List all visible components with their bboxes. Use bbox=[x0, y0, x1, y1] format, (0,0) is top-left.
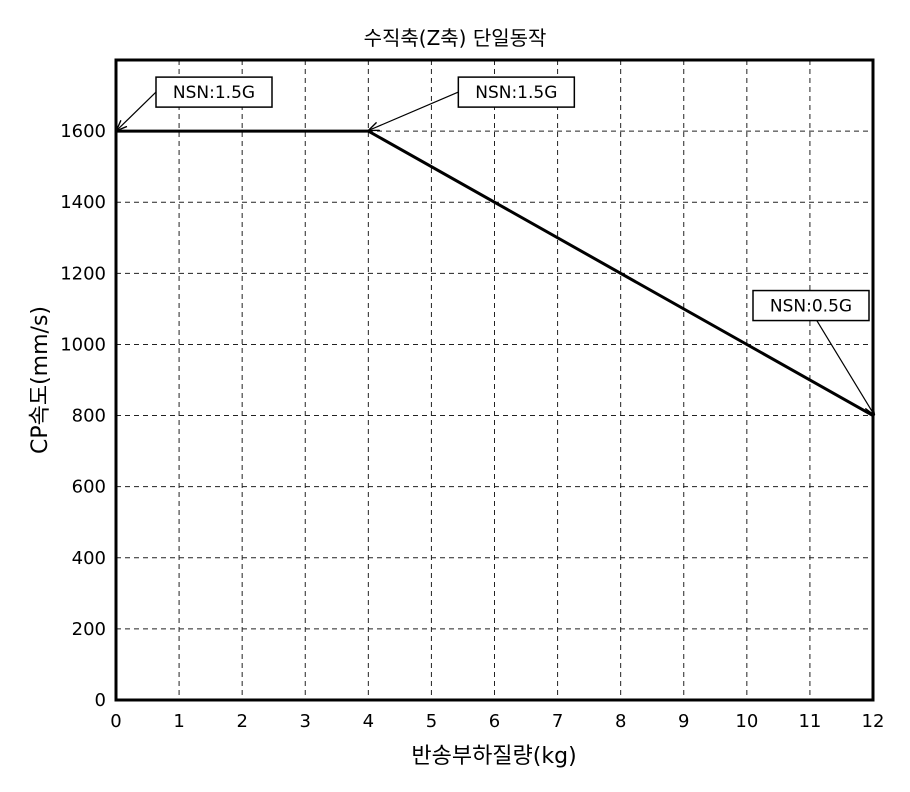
annotation-box bbox=[752, 289, 870, 322]
chart-title: 수직축(Z축) 단일동작 bbox=[363, 26, 547, 50]
y-tick-label: 0 bbox=[95, 690, 106, 711]
y-tick-label: 1600 bbox=[60, 121, 106, 142]
y-tick-label: 800 bbox=[72, 406, 106, 427]
x-tick-label: 12 bbox=[862, 711, 885, 732]
plot-frame bbox=[114, 58, 875, 702]
annotation-box bbox=[155, 76, 273, 108]
y-tick-label: 400 bbox=[72, 548, 106, 569]
tick-labels: 0 1 2 3 4 5 6 7 8 9 10 11 12020040060080010001200140… bbox=[60, 121, 884, 732]
x-tick-label: 10 bbox=[735, 711, 758, 732]
x-tick-label: 4 bbox=[363, 711, 374, 732]
y-tick-label: 600 bbox=[72, 477, 106, 498]
x-tick-label: 3 bbox=[300, 711, 311, 732]
y-tick-label: 1000 bbox=[60, 334, 106, 355]
x-axis-label: 반송부하질량(kg) bbox=[411, 744, 577, 769]
annotation-arrow bbox=[816, 320, 874, 415]
x-tick-label: 7 bbox=[552, 711, 563, 732]
annotation-arrow bbox=[369, 91, 459, 130]
annotation-box bbox=[457, 76, 576, 108]
x-tick-label: 8 bbox=[615, 711, 626, 732]
annotation-layer: NSN:1.5G NSN:1.5G NSN:0.5G bbox=[117, 76, 874, 415]
x-tick-label: 9 bbox=[678, 711, 689, 732]
y-tick-label: 200 bbox=[72, 619, 106, 640]
y-tick-label: 1400 bbox=[60, 192, 106, 213]
annotation-arrow bbox=[117, 91, 157, 130]
x-tick-label: 1 bbox=[173, 711, 184, 732]
grid bbox=[116, 60, 873, 700]
x-tick-label: 6 bbox=[489, 711, 500, 732]
x-tick-label: 11 bbox=[798, 711, 821, 732]
x-tick-label: 5 bbox=[426, 711, 437, 732]
annotation-label: NSN:1.5G bbox=[475, 83, 557, 103]
y-tick-label: 1200 bbox=[60, 263, 106, 284]
x-tick-label: 0 bbox=[110, 711, 121, 732]
annotation-label: NSN:0.5G bbox=[770, 297, 852, 317]
annotation-label: NSN:1.5G bbox=[173, 83, 255, 103]
x-tick-label: 2 bbox=[236, 711, 247, 732]
